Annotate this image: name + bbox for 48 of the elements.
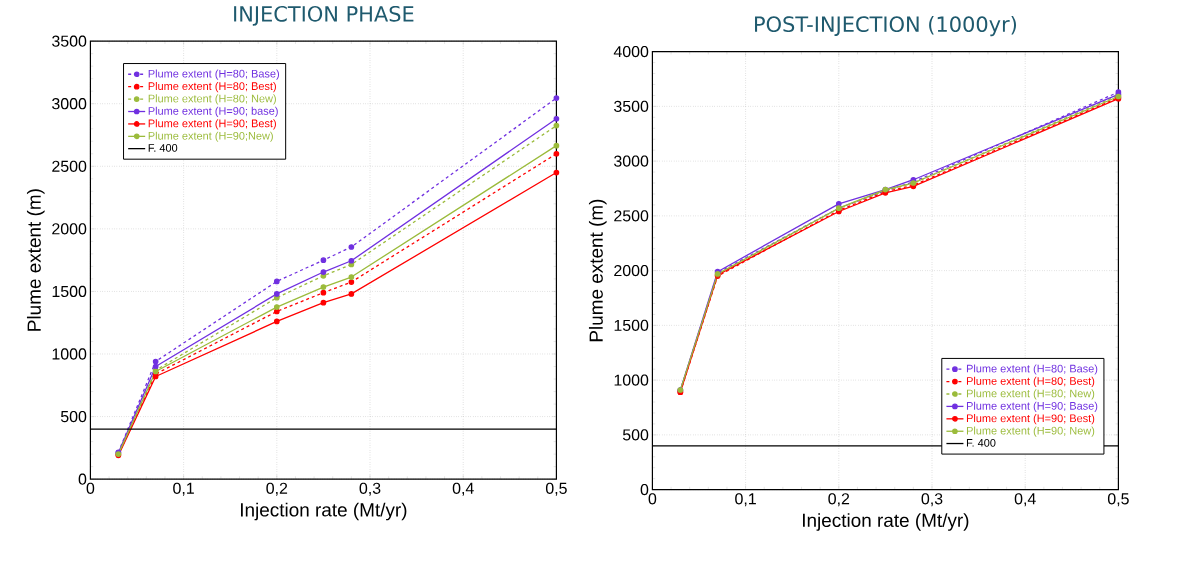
legend-label: Plume extent (H=80; Base)	[148, 69, 279, 80]
x-tick-label: 0,4	[452, 482, 474, 496]
legend-label: Plume extent (H=90;New)	[148, 131, 273, 142]
y-tick-label: 2000	[52, 223, 87, 235]
y-axis-title: Plume extent (m)	[26, 189, 45, 331]
y-tick-label: 1500	[52, 285, 87, 298]
legend-label: Plume extent (H=80; New)	[966, 389, 1095, 400]
x-tick-label: 0,3	[921, 493, 943, 507]
legend-label: F. 400	[966, 438, 996, 447]
x-tick-label: 0,5	[1107, 493, 1129, 507]
y-tick-label: 500	[622, 429, 649, 441]
legend-label: Plume extent (H=90; Best)	[966, 414, 1095, 425]
chart-title: POST-INJECTION (1000yr)	[755, 15, 1017, 37]
y-tick-label: 0	[78, 473, 87, 485]
x-axis-title: Injection rate (Mt/yr)	[241, 502, 407, 521]
legend-label: F. 400	[148, 144, 178, 152]
y-tick-label: 3000	[614, 155, 649, 167]
x-tick-label: 0,5	[545, 482, 567, 496]
legend-label: Plume extent (H=90; New)	[966, 426, 1095, 437]
x-tick-label: 0	[86, 482, 95, 494]
legend-label: Plume extent (H=90; Best)	[148, 119, 276, 130]
x-tick-label: 0,4	[1014, 493, 1036, 507]
legend-label: Plume extent (H=80; Base)	[966, 364, 1098, 375]
legend-label: Plume extent (H=90; Base)	[966, 401, 1098, 412]
y-tick-label: 3000	[52, 98, 87, 110]
x-tick-label: 0,3	[359, 482, 381, 496]
y-tick-label: 1000	[52, 348, 87, 360]
legend-label: Plume extent (H=80; New)	[148, 94, 276, 105]
chart-title: INJECTION PHASE	[234, 5, 414, 26]
x-tick-label: 0,2	[828, 493, 850, 507]
x-tick-label: 0,1	[173, 482, 194, 496]
y-tick-label: 2500	[52, 160, 87, 172]
y-tick-label: 500	[60, 410, 87, 423]
y-tick-label: 1000	[614, 374, 649, 386]
x-tick-label: 0,2	[266, 482, 288, 496]
x-axis-title: Injection rate (Mt/yr)	[803, 513, 969, 531]
y-tick-label: 1500	[614, 319, 649, 332]
y-tick-label: 2500	[614, 210, 649, 222]
y-tick-label: 3500	[52, 35, 87, 47]
y-tick-label: 2000	[614, 264, 649, 277]
y-tick-label: 4000	[613, 45, 649, 58]
y-axis-title: Plume extent (m)	[588, 199, 607, 342]
legend-label: Plume extent (H=80; Best)	[966, 376, 1095, 388]
y-tick-label: 3500	[614, 100, 649, 113]
legend-label: Plume extent (H=80; Best)	[148, 81, 276, 93]
x-tick-label: 0,1	[735, 493, 756, 507]
x-tick-label: 0	[648, 493, 657, 505]
legend-label: Plume extent (H=90; base)	[148, 106, 278, 117]
